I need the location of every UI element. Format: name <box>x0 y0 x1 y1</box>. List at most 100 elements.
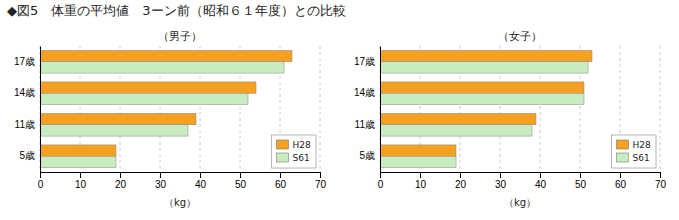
x-tick-label: 0 <box>378 179 384 190</box>
y-tick-label: 14歳 <box>14 87 35 98</box>
x-tick: 60 <box>275 172 287 190</box>
x-tick-mark <box>320 172 321 178</box>
legend: H28S61 <box>612 135 656 168</box>
bar <box>380 113 536 124</box>
x-tick: 40 <box>195 172 207 190</box>
x-tick-mark <box>500 172 501 178</box>
grid <box>40 46 320 172</box>
legend-label: S61 <box>633 153 650 163</box>
bar <box>380 145 456 156</box>
x-tick: 70 <box>315 172 327 190</box>
bar <box>380 93 584 104</box>
legend-box <box>612 135 656 168</box>
x-tick: 50 <box>235 172 247 190</box>
x-tick: 10 <box>75 172 87 190</box>
bar <box>40 125 188 136</box>
x-tick: 0 <box>378 172 384 190</box>
x-tick-mark <box>80 172 81 178</box>
legend-swatch <box>277 140 289 149</box>
x-tick-label: 20 <box>115 179 127 190</box>
bar <box>380 156 456 167</box>
bars <box>40 50 292 167</box>
legend-item: S61 <box>617 153 650 163</box>
x-tick-mark <box>200 172 201 178</box>
x-tick-label: 10 <box>415 179 427 190</box>
x-tick-label: 0 <box>38 179 44 190</box>
y-tick: 17歳 <box>14 56 40 67</box>
grid-line <box>320 46 321 172</box>
x-tick-mark <box>280 172 281 178</box>
legend-swatch <box>617 140 629 149</box>
bar <box>40 145 116 156</box>
y-tick-label: 11歳 <box>355 119 375 130</box>
x-tick-mark <box>460 172 461 178</box>
bar <box>380 50 592 61</box>
x-tick-label: 70 <box>315 179 327 190</box>
x-tick: 70 <box>655 172 667 190</box>
x-tick: 0 <box>38 172 44 190</box>
x-axis-line <box>41 173 321 179</box>
x-tick-label: 50 <box>575 179 587 190</box>
x-tick-mark <box>580 172 581 178</box>
x-tick-label: 50 <box>235 179 247 190</box>
x-tick-label: 20 <box>455 179 467 190</box>
x-tick: 40 <box>535 172 547 190</box>
x-tick-mark <box>620 172 621 178</box>
legend-label: H28 <box>633 140 651 150</box>
x-tick-mark <box>660 172 661 178</box>
x-tick-label: 60 <box>615 179 627 190</box>
x-tick: 30 <box>155 172 167 190</box>
legend-label: H28 <box>293 140 311 150</box>
x-tick-label: 70 <box>655 179 667 190</box>
bar <box>380 82 584 93</box>
y-tick-label: 5歳 <box>19 150 35 161</box>
chart-root: ◆図5 体重の平均値 3ーン前（昭和６１年度）との比較0102030405060… <box>0 0 679 220</box>
x-tick-label: 40 <box>195 179 207 190</box>
y-axis: 5歳 11歳 14歳 17歳 <box>354 47 381 173</box>
y-tick-label: 17歳 <box>14 56 35 67</box>
grid <box>380 46 660 172</box>
y-tick: 14歳 <box>14 87 40 98</box>
y-tick: 11歳 <box>355 119 380 130</box>
x-tick-mark <box>420 172 421 178</box>
y-axis-line <box>40 47 41 173</box>
bar <box>40 62 284 73</box>
y-tick-label: 17歳 <box>354 56 375 67</box>
x-tick-label: 40 <box>535 179 547 190</box>
panel: 0102030405060705歳11歳14歳17歳（女子）（kg）H28S61 <box>354 30 667 208</box>
x-axis: 0 10 20 30 40 50 60 70 <box>378 172 667 190</box>
grid-line <box>40 46 41 172</box>
y-axis-line <box>380 47 381 173</box>
panel: 0102030405060705歳11歳14歳17歳（男子）（kg）H28S61 <box>14 30 327 208</box>
legend-swatch <box>277 153 289 162</box>
x-tick-label: 30 <box>495 179 507 190</box>
y-tick-label: 11歳 <box>15 119 35 130</box>
x-tick: 60 <box>615 172 627 190</box>
bar <box>380 62 588 73</box>
x-tick-mark <box>240 172 241 178</box>
y-tick-label: 14歳 <box>354 87 375 98</box>
x-tick: 20 <box>455 172 467 190</box>
x-tick: 20 <box>115 172 127 190</box>
x-tick-mark <box>540 172 541 178</box>
bar <box>40 93 248 104</box>
legend-box <box>272 135 316 168</box>
x-tick: 10 <box>415 172 427 190</box>
y-tick: 17歳 <box>354 56 380 67</box>
y-tick: 14歳 <box>354 87 380 98</box>
x-tick-label: 30 <box>155 179 167 190</box>
bars <box>380 50 592 167</box>
y-tick-label: 5歳 <box>359 150 375 161</box>
x-tick-label: 60 <box>275 179 287 190</box>
legend-item: S61 <box>277 153 310 163</box>
bar <box>40 113 196 124</box>
x-axis-title: （kg） <box>504 197 536 208</box>
bar <box>40 156 116 167</box>
y-tick: 5歳 <box>19 150 40 161</box>
y-tick: 5歳 <box>359 150 380 161</box>
x-tick: 50 <box>575 172 587 190</box>
bar <box>40 82 256 93</box>
subtitle: （女子） <box>498 30 542 43</box>
x-axis: 0 10 20 30 40 50 60 70 <box>38 172 327 190</box>
x-tick-mark <box>380 172 381 178</box>
